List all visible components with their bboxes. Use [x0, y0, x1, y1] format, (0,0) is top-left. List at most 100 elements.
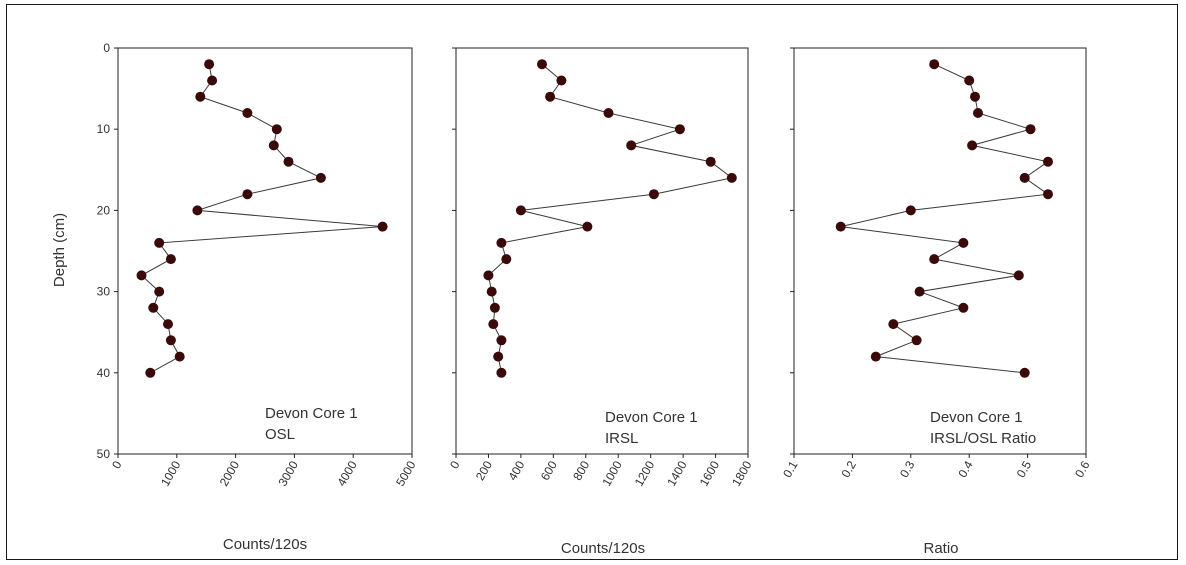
osl-data-point	[283, 156, 294, 167]
osl-data-point	[195, 91, 206, 102]
ratio-x-tick-label: 0.3	[897, 458, 918, 480]
ratio-data-point	[1043, 156, 1053, 167]
irsl-data-point	[486, 286, 497, 297]
osl-data-point	[242, 189, 253, 200]
irsl-data-point	[556, 75, 567, 86]
osl-annotation-line-1: Devon Core 1	[265, 405, 358, 422]
ratio-data-point	[835, 221, 846, 232]
osl-annotation: Devon Core 1 OSL	[265, 405, 358, 443]
ratio-data-point	[970, 91, 980, 102]
irsl-x-tick-label: 1600	[697, 458, 723, 488]
ratio-x-tick-label: 0.6	[1072, 458, 1093, 480]
y-tick-label: 30	[97, 285, 111, 299]
ratio-x-tick-label: 0.4	[955, 458, 976, 480]
irsl-data-point	[496, 367, 507, 378]
irsl-panel: Devon Core 1 IRSL Counts/120s 0 200 400 600…	[447, 47, 755, 557]
osl-data-point	[242, 108, 253, 118]
ratio-data-point	[1019, 172, 1030, 183]
ratio-data-point	[1019, 367, 1030, 378]
irsl-data-point	[648, 189, 659, 200]
irsl-data-point	[537, 59, 547, 70]
osl-data-point	[174, 351, 185, 362]
irsl-x-tick-label: 0	[447, 458, 463, 471]
irsl-data-point	[493, 351, 504, 362]
irsl-x-tick-label: 1200	[632, 458, 658, 488]
osl-data-point	[377, 221, 388, 232]
ratio-annotation: Devon Core 1 IRSL/OSL Ratio	[930, 409, 1036, 447]
osl-data-point	[165, 335, 176, 346]
ratio-data-point	[911, 335, 922, 346]
irsl-data-point	[726, 172, 737, 183]
ratio-data-point	[905, 205, 916, 216]
ratio-x-tick-label: 0.2	[839, 458, 860, 480]
irsl-x-tick-label: 1400	[664, 458, 690, 488]
irsl-x-axis-title: Counts/120s	[561, 540, 645, 557]
osl-x-tick-label: 5000	[393, 458, 419, 488]
ratio-data-point	[964, 75, 975, 86]
irsl-data-point	[705, 156, 716, 167]
irsl-x-tick-label: 200	[473, 458, 495, 483]
irsl-data-point	[496, 237, 507, 248]
ratio-data-point	[914, 286, 925, 297]
osl-data-point	[271, 124, 282, 135]
ratio-data-point	[1043, 189, 1053, 200]
osl-data-point	[207, 75, 218, 86]
ratio-data-point	[958, 237, 969, 248]
osl-data-point	[154, 237, 165, 248]
osl-annotation-line-2: OSL	[265, 426, 295, 443]
irsl-annotation: Devon Core 1 IRSL	[605, 409, 698, 447]
irsl-data-point	[496, 335, 507, 346]
osl-data-point	[204, 59, 215, 70]
osl-data-point	[192, 205, 203, 216]
irsl-x-tick-label: 1800	[729, 458, 755, 488]
irsl-annotation-line-1: Devon Core 1	[605, 409, 698, 426]
irsl-data-point	[488, 319, 499, 330]
osl-data-point	[268, 140, 279, 151]
osl-data-point	[163, 319, 173, 330]
ratio-panel: Devon Core 1 IRSL/OSL Ratio Ratio 0.1 0.2…	[780, 47, 1093, 557]
irsl-data-point	[483, 270, 494, 281]
ratio-x-axis-title: Ratio	[923, 540, 958, 557]
y-tick-label: 20	[97, 203, 111, 217]
osl-data-point	[148, 302, 159, 313]
irsl-data-point	[515, 205, 526, 216]
y-tick-label: 40	[97, 366, 111, 380]
irsl-data-point	[603, 108, 614, 118]
ratio-data-point	[929, 254, 940, 265]
osl-x-tick-label: 2000	[217, 458, 243, 488]
ratio-annotation-line-2: IRSL/OSL Ratio	[930, 430, 1036, 447]
osl-x-tick-label: 3000	[276, 458, 302, 488]
osl-data-point	[165, 254, 176, 265]
y-axis-title: Depth (cm)	[51, 213, 68, 287]
y-tick-label: 50	[97, 447, 111, 461]
irsl-data-point	[626, 140, 637, 151]
irsl-plot-area	[455, 47, 749, 455]
ratio-plot-area	[793, 47, 1087, 455]
ratio-x-tick-label: 0.1	[780, 458, 801, 480]
irsl-data-point	[674, 124, 685, 135]
osl-x-tick-label: 0	[109, 458, 125, 471]
irsl-data-point	[545, 91, 556, 102]
irsl-x-tick-label: 600	[538, 458, 560, 483]
irsl-x-tick-label: 1000	[599, 458, 625, 488]
ratio-data-point	[870, 351, 881, 362]
ratio-series-line	[840, 63, 1050, 374]
osl-series-line	[140, 64, 383, 374]
osl-x-tick-label: 4000	[334, 458, 360, 488]
ratio-data-point	[973, 108, 983, 118]
ratio-data-point	[929, 59, 940, 70]
irsl-x-tick-label: 400	[505, 458, 527, 483]
irsl-annotation-line-2: IRSL	[605, 430, 638, 447]
osl-x-axis-title: Counts/120s	[223, 536, 307, 553]
osl-panel: Devon Core 1 OSL Counts/120s Depth (cm) …	[51, 41, 419, 553]
ratio-annotation-line-1: Devon Core 1	[930, 409, 1023, 426]
ratio-x-tick-label: 0.5	[1014, 458, 1035, 480]
osl-data-point	[315, 172, 326, 183]
y-tick-label: 10	[97, 122, 111, 136]
osl-x-tick-label: 1000	[158, 458, 184, 488]
ratio-data-point	[967, 140, 978, 151]
ratio-data-point	[1025, 124, 1036, 135]
irsl-x-tick-label: 800	[570, 458, 592, 483]
irsl-data-point	[582, 221, 593, 232]
